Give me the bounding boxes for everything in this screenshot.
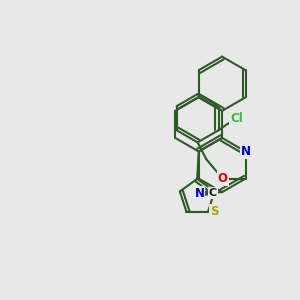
Text: S: S	[210, 206, 219, 218]
Text: Cl: Cl	[230, 112, 243, 125]
Text: O: O	[218, 172, 228, 185]
Text: C: C	[209, 188, 217, 198]
Text: N: N	[241, 145, 250, 158]
Text: N: N	[194, 187, 205, 200]
